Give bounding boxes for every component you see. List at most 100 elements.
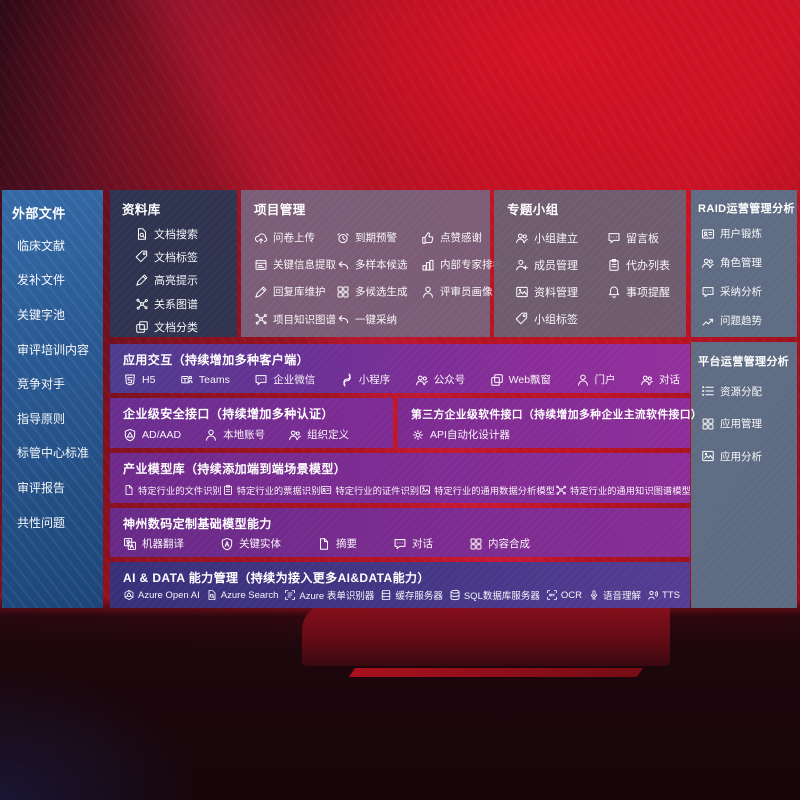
- grid-icon: [701, 417, 715, 431]
- external-files-panel: 外部文件 临床文献 发补文件 关键字池 审评培训内容 竞争对手 指导原则 标管中心标准 审评报…: [2, 190, 103, 608]
- feature-label: 内容合成: [488, 538, 530, 550]
- raid-analysis-title: RAID运营管理分析: [698, 203, 795, 215]
- feature-label: 小组建立: [534, 232, 578, 245]
- feature-item: 公众号: [415, 372, 466, 387]
- openai-icon: [123, 589, 135, 601]
- clipboard-icon: [222, 484, 234, 496]
- feature-label: 特定行业的通用知识图谱模型: [569, 486, 691, 496]
- feature-label: 留言板: [626, 232, 659, 245]
- feature-item: 小程序: [340, 372, 390, 387]
- browser-icon: [254, 258, 268, 272]
- feature-item: 多候选生成: [336, 278, 421, 305]
- feature-label: 小组标签: [534, 314, 578, 327]
- sidebar-item: 关键字池: [2, 297, 103, 332]
- feature-label: 语音理解: [602, 591, 641, 602]
- feature-label: Teams: [198, 373, 230, 386]
- chat-icon: [254, 373, 268, 387]
- id-card-icon: [701, 227, 715, 241]
- image-icon: [701, 449, 715, 463]
- feature-item: 内容合成: [469, 536, 530, 551]
- image-icon: [419, 484, 431, 496]
- security-interface-list: AD/AAD 本地账号 组织定义: [123, 427, 383, 442]
- people-icon: [288, 428, 302, 442]
- feature-label: 项目知识图谱: [273, 313, 336, 326]
- copy-icon: [135, 320, 149, 334]
- sidebar-item: 共性问题: [2, 505, 103, 540]
- feature-label: Azure Open AI: [138, 589, 200, 601]
- feature-item: 角色管理: [701, 248, 797, 277]
- feature-item: 特定行业的文件识别: [123, 483, 222, 497]
- feature-label: 成员管理: [534, 259, 578, 272]
- feature-label: 到期预警: [355, 232, 397, 245]
- feature-label: 代办列表: [626, 259, 670, 272]
- feature-item: 企业微信: [254, 372, 315, 387]
- background-highlight-line: [348, 668, 644, 677]
- feature-item: 关键信息提取: [254, 251, 336, 278]
- app-interaction-title: 应用交互（持续增加多种客户端）: [123, 353, 310, 367]
- person-icon: [204, 428, 218, 442]
- feature-label: H5: [142, 373, 156, 386]
- person-icon: [576, 373, 590, 387]
- app-interaction-band: 应用交互（持续增加多种客户端） H5 Teams 企业微信 小程序 公众号 Web飘窗 门户…: [110, 344, 690, 393]
- person-add-icon: [515, 258, 529, 272]
- sidebar-item: 标管中心标准: [2, 436, 103, 471]
- sidebar-item-label: 审评报告: [17, 480, 66, 495]
- topic-group-title: 专题小组: [507, 203, 559, 217]
- feature-item: TTS: [647, 589, 680, 601]
- feature-label: 对话: [658, 374, 680, 386]
- feature-item: H5: [123, 373, 155, 387]
- feature-item: 事项提醒: [607, 278, 682, 305]
- feature-label: 应用管理: [720, 418, 762, 431]
- feature-label: 组织定义: [307, 429, 350, 441]
- sidebar-item-label: 关键字池: [17, 307, 66, 322]
- sidebar-item: 临床文献: [2, 228, 103, 263]
- feature-item: 高亮提示: [135, 269, 237, 292]
- industry-model-band: 产业模型库（持续添加端到端场景模型） 特定行业的文件识别 特定行业的票据识别 特定行…: [110, 453, 691, 503]
- feature-label: 关键实体: [239, 538, 281, 550]
- people-icon: [515, 231, 529, 245]
- feature-item: 留言板: [607, 224, 682, 251]
- feature-label: 点赞感谢: [440, 232, 482, 245]
- pen-icon: [254, 285, 268, 299]
- feature-item: Azure Search: [206, 589, 278, 601]
- platform-analysis-panel: 平台运营管理分析 资源分配 应用管理 应用分析: [691, 342, 797, 608]
- ai-data-title: AI & DATA 能力管理（持续为接入更多AI&DATA能力）: [123, 571, 430, 585]
- feature-label: 资料管理: [534, 286, 578, 299]
- feature-item: 一键采纳: [336, 306, 421, 333]
- feature-item: 资源分配: [701, 375, 797, 408]
- foundation-model-band: 神州数码定制基础模型能力 机器翻译 关键实体 摘要 对话 内容合成: [110, 508, 690, 557]
- feature-label: 公众号: [433, 374, 466, 386]
- sidebar-item-label: 共性问题: [17, 515, 66, 530]
- feature-label: 事项提醒: [626, 286, 670, 299]
- feature-item: 文档标签: [135, 245, 237, 268]
- tag-icon: [515, 312, 529, 326]
- feature-item: 对话: [640, 372, 680, 387]
- foundation-model-list: 机器翻译 关键实体 摘要 对话 内容合成: [123, 536, 680, 551]
- cloud-icon: [254, 231, 268, 245]
- feature-label: 文档标签: [154, 252, 198, 265]
- feature-item: 关键实体: [220, 536, 281, 551]
- feature-label: 特定行业的证件识别: [335, 486, 420, 496]
- reply-icon: [336, 312, 350, 326]
- topic-group-list: 小组建立 留言板成员管理 代办列表资料管理 事项提醒小组标签: [494, 220, 686, 333]
- sidebar-item-label: 发补文件: [17, 273, 66, 288]
- feature-label: 角色管理: [720, 257, 762, 269]
- doc-search-icon: [206, 589, 218, 601]
- feature-label: TTS: [662, 589, 680, 601]
- ai-data-list: Azure Open AI Azure Search Azure 表单识别器 缓存服务…: [123, 588, 680, 602]
- image-icon: [515, 285, 529, 299]
- third-party-interface-title: 第三方企业级软件接口（持续增加多种企业主流软件接口）: [411, 409, 703, 421]
- feature-label: 回复库维护: [273, 286, 326, 299]
- feature-item: 问卷上传: [254, 224, 336, 251]
- feature-label: 缓存服务器: [395, 591, 443, 602]
- feature-label: Web飘窗: [508, 374, 552, 386]
- feature-item: Azure Open AI: [123, 589, 200, 601]
- external-files-title: 外部文件: [12, 206, 66, 221]
- sidebar-item: 指导原则: [2, 401, 103, 436]
- feature-item: 采纳分析: [701, 277, 797, 306]
- feature-item: 回复库维护: [254, 278, 336, 305]
- repository-title: 资料库: [122, 203, 161, 217]
- platform-analysis-list: 资源分配 应用管理 应用分析: [691, 372, 797, 473]
- teams-icon: [180, 373, 194, 387]
- sidebar-item: 发补文件: [2, 263, 103, 298]
